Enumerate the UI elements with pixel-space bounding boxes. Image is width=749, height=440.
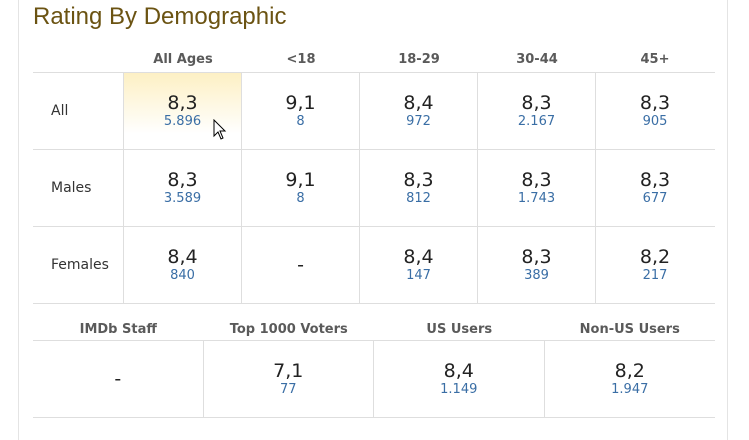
cell-imdb-staff: - (33, 341, 204, 417)
votes-link[interactable]: 5.896 (163, 114, 202, 129)
rating-value: 8,3 (167, 169, 198, 191)
cell-all-45-plus: 8,3 905 (596, 73, 714, 149)
cell-males-45-plus: 8,3 677 (596, 150, 714, 226)
rating-value: 8,3 (521, 169, 552, 191)
column-header-all-ages: All Ages (153, 51, 213, 67)
cell-males-30-44: 8,3 1.743 (478, 150, 596, 226)
column-header-imdb-staff: IMDb Staff (79, 321, 157, 337)
panel-left-border (18, 0, 19, 440)
rating-value: 9,1 (285, 169, 316, 191)
cell-females-45-plus: 8,2 217 (596, 227, 714, 303)
cell-males-under-18: 9,1 8 (242, 150, 360, 226)
row-label-males: Males (33, 150, 124, 226)
cell-females-30-44: 8,3 389 (478, 227, 596, 303)
table-row-males: Males 8,3 3.589 9,1 8 8,3 812 8,3 1.743 … (33, 150, 715, 227)
votes-link[interactable]: 840 (170, 268, 195, 283)
rating-value: 8,3 (521, 92, 552, 114)
column-header-us-users: US Users (426, 321, 493, 337)
rating-value: 8,3 (639, 92, 671, 114)
rating-value: 8,4 (167, 246, 198, 268)
no-rating-dash: - (297, 254, 304, 276)
cell-all-all-ages: 8,3 5.896 (124, 73, 242, 149)
cell-non-us-users: 8,2 1.947 (545, 341, 716, 417)
rating-value: 8,3 (167, 92, 198, 114)
rating-value: 8,2 (614, 360, 645, 382)
votes-link[interactable]: 1.149 (440, 382, 478, 397)
cell-females-all-ages: 8,4 840 (124, 227, 242, 303)
rating-value: 8,3 (403, 169, 434, 191)
votes-link[interactable]: 677 (642, 191, 668, 206)
header-spacer (33, 46, 124, 72)
voter-groups-table: IMDb Staff Top 1000 Voters US Users Non-… (33, 318, 715, 418)
votes-link[interactable]: 812 (406, 191, 431, 206)
cell-females-18-29: 8,4 147 (360, 227, 478, 303)
column-header-45-plus: 45+ (640, 51, 670, 67)
votes-link[interactable]: 389 (524, 268, 549, 283)
cell-all-under-18: 9,1 8 (242, 73, 360, 149)
votes-link[interactable]: 8 (296, 191, 305, 206)
mouse-pointer-icon (213, 119, 227, 140)
votes-link[interactable]: 2.167 (517, 114, 556, 129)
rating-value: 8,3 (639, 169, 671, 191)
votes-link[interactable]: 905 (642, 114, 668, 129)
cell-males-all-ages: 8,3 3.589 (124, 150, 242, 226)
page-title: Rating By Demographic (33, 3, 287, 30)
votes-link[interactable]: 3.589 (163, 191, 202, 206)
rating-value: 8,4 (443, 360, 474, 382)
row-label-females: Females (33, 227, 124, 303)
rating-value: 7,1 (273, 360, 304, 382)
demographic-table: All Ages <18 18-29 30-44 45+ All 8,3 5.8… (33, 46, 715, 304)
votes-link[interactable]: 1.743 (517, 191, 556, 206)
column-header-non-us-users: Non-US Users (579, 321, 680, 337)
votes-link[interactable]: 1.947 (611, 382, 649, 397)
votes-link[interactable]: 77 (279, 382, 297, 397)
panel-right-border (727, 0, 728, 440)
column-header-under-18: <18 (286, 51, 316, 67)
votes-link[interactable]: 217 (642, 268, 668, 283)
cell-all-30-44: 8,3 2.167 (478, 73, 596, 149)
table-row-females: Females 8,4 840 - 8,4 147 8,3 389 8,2 21… (33, 227, 715, 304)
cell-us-users: 8,4 1.149 (374, 341, 545, 417)
cell-top-1000-voters: 7,1 77 (204, 341, 374, 417)
votes-link[interactable]: 972 (406, 114, 431, 129)
cell-females-under-18: - (242, 227, 360, 303)
no-rating-dash: - (114, 368, 122, 390)
column-header-30-44: 30-44 (516, 51, 558, 67)
votes-link[interactable]: 147 (406, 268, 431, 283)
demographic-table-header: All Ages <18 18-29 30-44 45+ (33, 46, 715, 73)
voter-groups-header: IMDb Staff Top 1000 Voters US Users Non-… (33, 318, 715, 341)
rating-value: 8,2 (639, 246, 671, 268)
column-header-18-29: 18-29 (398, 51, 440, 67)
votes-link[interactable]: 8 (296, 114, 305, 129)
rating-value: 9,1 (285, 92, 316, 114)
voter-groups-row: - 7,1 77 8,4 1.149 8,2 1.947 (33, 341, 715, 418)
cell-all-18-29: 8,4 972 (360, 73, 478, 149)
rating-value: 8,4 (403, 92, 434, 114)
cell-males-18-29: 8,3 812 (360, 150, 478, 226)
rating-value: 8,4 (403, 246, 434, 268)
rating-value: 8,3 (521, 246, 552, 268)
column-header-top-1000-voters: Top 1000 Voters (229, 321, 348, 337)
table-row-all: All 8,3 5.896 9,1 8 8,4 972 8,3 2.167 8,… (33, 73, 715, 150)
row-label-all: All (33, 73, 124, 149)
